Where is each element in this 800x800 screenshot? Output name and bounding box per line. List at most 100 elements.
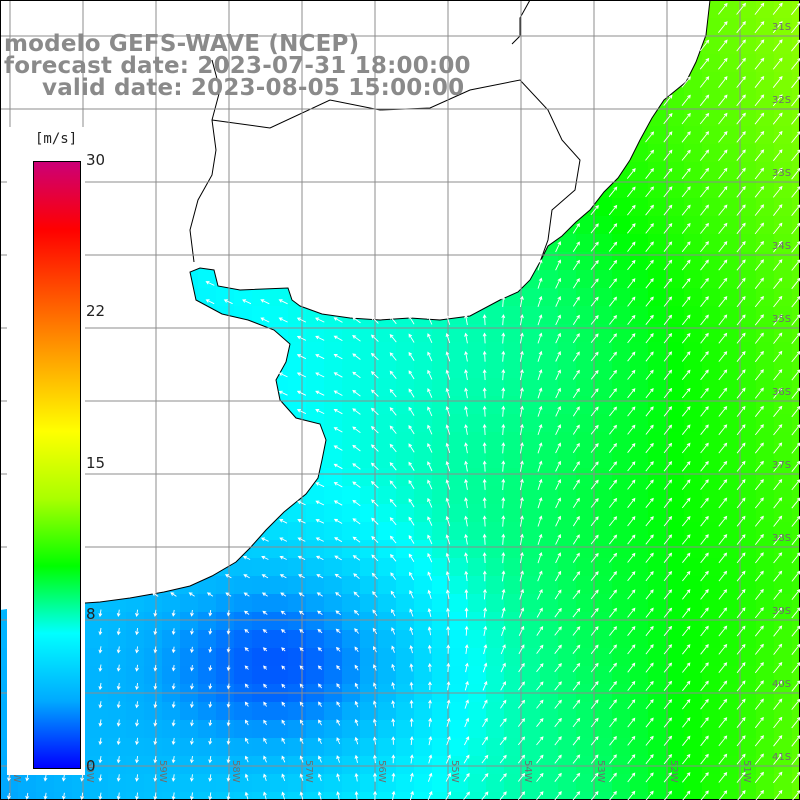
wind-arrow xyxy=(663,461,673,472)
wind-arrow xyxy=(501,295,506,307)
wind-arrow xyxy=(446,681,451,691)
field-cell xyxy=(270,648,289,667)
field-cell xyxy=(324,468,343,487)
wind-arrow xyxy=(645,259,654,271)
wind-arrow xyxy=(135,683,139,691)
field-cell xyxy=(54,792,73,800)
field-cell xyxy=(594,396,613,415)
field-cell xyxy=(360,576,379,595)
wind-arrow xyxy=(482,332,487,344)
wind-arrow xyxy=(352,426,361,434)
wind-arrow xyxy=(517,772,526,782)
field-cell xyxy=(738,486,757,505)
field-cell xyxy=(216,702,235,721)
field-cell xyxy=(576,576,595,595)
wind-arrow xyxy=(501,588,506,600)
wind-arrow xyxy=(718,589,728,600)
field-cell xyxy=(450,540,469,559)
wind-arrow xyxy=(754,57,765,70)
field-cell xyxy=(468,342,487,361)
field-cell xyxy=(774,414,793,433)
field-cell xyxy=(774,666,793,685)
field-cell xyxy=(558,702,577,721)
field-cell xyxy=(432,702,451,721)
wind-arrow xyxy=(718,790,728,800)
wind-arrow xyxy=(555,314,561,326)
wind-arrow xyxy=(370,352,379,361)
wind-arrow xyxy=(773,460,783,472)
field-cell xyxy=(648,252,667,271)
field-cell xyxy=(738,594,757,613)
wind-arrow xyxy=(483,588,487,600)
field-cell xyxy=(180,756,199,775)
wind-arrow xyxy=(609,772,617,783)
field-cell xyxy=(702,72,721,91)
wind-arrow xyxy=(773,753,783,765)
field-cell xyxy=(756,108,775,127)
wind-arrow xyxy=(627,314,636,325)
field-cell xyxy=(288,738,307,757)
field-cell xyxy=(666,216,685,235)
wind-arrow xyxy=(536,699,544,709)
field-cell xyxy=(414,630,433,649)
wind-arrow xyxy=(371,554,379,562)
field-cell xyxy=(630,342,649,361)
field-cell xyxy=(738,504,757,523)
wind-arrow xyxy=(572,791,581,800)
wind-arrow xyxy=(370,334,379,342)
field-cell xyxy=(540,648,559,667)
field-cell xyxy=(756,774,775,793)
wind-arrow xyxy=(389,535,397,544)
wind-arrow xyxy=(482,405,487,417)
field-cell xyxy=(792,306,800,325)
field-cell xyxy=(90,774,109,793)
field-cell xyxy=(504,558,523,577)
wind-arrow xyxy=(645,131,655,143)
wind-arrow xyxy=(645,223,654,234)
wind-arrow xyxy=(627,241,636,252)
field-cell xyxy=(432,522,451,541)
wind-arrow xyxy=(297,519,306,524)
wind-arrow xyxy=(445,479,451,490)
field-cell xyxy=(252,576,271,595)
field-cell xyxy=(738,342,757,361)
wind-arrow xyxy=(590,717,599,728)
field-cell xyxy=(576,648,595,667)
field-cell xyxy=(792,216,800,235)
wind-arrow xyxy=(116,682,121,691)
wind-arrow xyxy=(700,241,709,253)
field-cell xyxy=(774,0,793,19)
wind-arrow xyxy=(663,552,673,563)
wind-arrow xyxy=(590,662,599,673)
field-cell xyxy=(792,756,800,775)
field-cell xyxy=(324,792,343,800)
field-cell xyxy=(486,342,505,361)
wind-arrow xyxy=(663,515,673,527)
wind-arrow xyxy=(773,259,783,271)
wind-arrow xyxy=(754,130,765,143)
wind-arrow xyxy=(334,555,342,561)
wind-arrow xyxy=(572,479,580,490)
wind-arrow xyxy=(519,332,524,344)
lon-label: 59W xyxy=(157,760,168,783)
wind-arrow xyxy=(464,405,468,417)
wind-arrow xyxy=(263,683,268,689)
field-cell xyxy=(594,540,613,559)
field-cell xyxy=(720,54,739,73)
field-cell xyxy=(576,594,595,613)
wind-arrow xyxy=(590,259,599,270)
wind-arrow xyxy=(391,718,396,727)
wind-arrow xyxy=(482,478,487,490)
field-cell xyxy=(756,558,775,577)
field-cell xyxy=(306,702,325,721)
field-cell xyxy=(252,558,271,577)
field-cell xyxy=(756,234,775,253)
wind-arrow xyxy=(772,57,783,70)
field-cell xyxy=(414,522,433,541)
wind-arrow xyxy=(428,717,433,727)
field-cell xyxy=(630,792,649,800)
wind-arrow xyxy=(317,791,322,800)
wind-arrow xyxy=(299,701,304,707)
wind-arrow xyxy=(296,354,307,360)
field-cell xyxy=(180,774,199,793)
